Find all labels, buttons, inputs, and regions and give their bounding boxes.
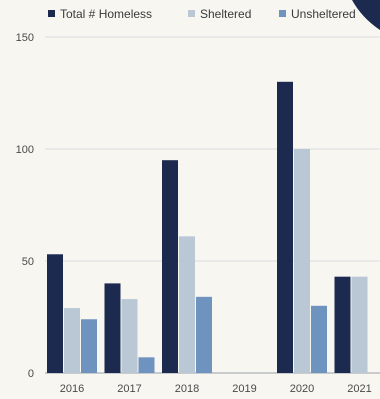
legend-label: Unsheltered	[291, 7, 356, 21]
bar-unsheltered-2020	[311, 305, 327, 373]
bar-sheltered-2016	[64, 308, 80, 373]
bar-total-homeless-2021	[334, 276, 351, 373]
bar-sheltered-2018	[179, 236, 195, 373]
bar-unsheltered-2017	[138, 357, 155, 373]
x-tick-label: 2016	[60, 383, 84, 395]
x-tick-label: 2020	[290, 383, 314, 395]
bar-sheltered-2020	[294, 149, 310, 373]
bar-sheltered-2021	[351, 276, 368, 373]
bar-unsheltered-2018	[196, 296, 212, 373]
x-axis: 2016 2017 2018 2019 2020 2021	[60, 383, 372, 395]
legend-swatch	[279, 10, 286, 17]
legend: Total # Homeless Sheltered Unsheltered	[48, 7, 356, 21]
bar-total-homeless-2017	[104, 283, 121, 373]
x-tick-label: 2019	[232, 383, 256, 395]
legend-swatch	[48, 10, 55, 17]
bar-total-homeless-2016	[47, 254, 63, 373]
legend-label: Sheltered	[200, 7, 251, 21]
y-axis: 0 50 100 150	[16, 32, 34, 380]
y-tick-label: 50	[22, 256, 34, 268]
corner-decoration	[352, 0, 380, 30]
y-tick-label: 150	[16, 32, 34, 44]
x-tick-label: 2017	[117, 383, 141, 395]
y-tick-label: 0	[28, 368, 34, 380]
legend-label: Total # Homeless	[60, 7, 152, 21]
bar-total-homeless-2020	[277, 81, 293, 374]
x-tick-label: 2021	[347, 383, 371, 395]
bar-sheltered-2017	[121, 299, 138, 373]
bar-unsheltered-2016	[81, 319, 97, 373]
legend-swatch	[188, 10, 195, 17]
y-tick-label: 100	[16, 144, 34, 156]
bar-total-homeless-2018	[162, 160, 178, 373]
bars	[47, 81, 368, 374]
x-tick-label: 2018	[175, 383, 199, 395]
